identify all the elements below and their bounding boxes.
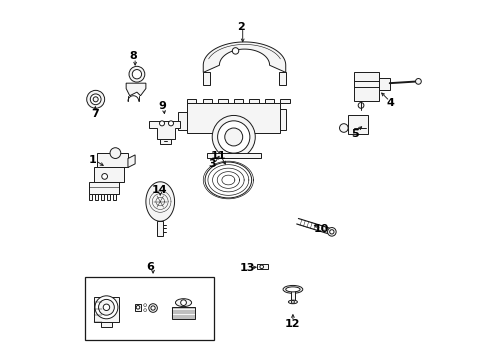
Polygon shape — [94, 297, 119, 321]
Bar — [249, 99, 258, 103]
Ellipse shape — [285, 287, 300, 292]
Polygon shape — [160, 139, 171, 144]
Circle shape — [180, 300, 186, 306]
Polygon shape — [378, 78, 389, 90]
Circle shape — [329, 230, 333, 234]
Bar — [88, 194, 92, 200]
Text: 2: 2 — [237, 22, 244, 32]
Bar — [264, 99, 274, 103]
Polygon shape — [172, 307, 195, 319]
Polygon shape — [88, 182, 119, 194]
Polygon shape — [149, 121, 180, 139]
Text: 7: 7 — [91, 109, 99, 119]
Text: 9: 9 — [159, 102, 166, 112]
Circle shape — [99, 300, 114, 315]
Circle shape — [357, 103, 363, 108]
Polygon shape — [353, 72, 378, 101]
Circle shape — [132, 69, 142, 79]
Bar — [113, 194, 116, 200]
Polygon shape — [206, 153, 260, 158]
Polygon shape — [128, 155, 135, 167]
Circle shape — [168, 121, 173, 126]
Bar — [187, 99, 196, 103]
Circle shape — [86, 90, 104, 108]
Bar — [257, 264, 267, 269]
Polygon shape — [157, 221, 163, 235]
Polygon shape — [94, 167, 124, 182]
Circle shape — [224, 128, 242, 146]
Bar — [94, 194, 98, 200]
Circle shape — [339, 124, 347, 132]
Polygon shape — [101, 321, 112, 327]
Polygon shape — [203, 72, 210, 85]
Text: 4: 4 — [386, 98, 394, 108]
Circle shape — [136, 306, 140, 309]
Circle shape — [217, 121, 249, 153]
Bar — [202, 99, 212, 103]
Circle shape — [102, 174, 107, 179]
Circle shape — [95, 296, 118, 319]
Text: 6: 6 — [146, 262, 154, 272]
Circle shape — [110, 148, 121, 158]
Circle shape — [260, 265, 263, 269]
Polygon shape — [280, 109, 285, 130]
Bar — [233, 99, 243, 103]
Circle shape — [327, 228, 335, 236]
Ellipse shape — [288, 300, 297, 304]
Circle shape — [232, 48, 238, 54]
Circle shape — [291, 301, 294, 303]
Text: 1: 1 — [88, 154, 96, 165]
Polygon shape — [348, 116, 367, 134]
Circle shape — [415, 78, 421, 84]
Ellipse shape — [283, 285, 302, 293]
Polygon shape — [145, 182, 174, 221]
Circle shape — [90, 94, 101, 105]
Bar — [101, 194, 104, 200]
Circle shape — [151, 306, 155, 310]
Polygon shape — [290, 289, 294, 302]
Bar — [106, 194, 110, 200]
Circle shape — [129, 66, 144, 82]
Polygon shape — [187, 103, 280, 134]
Circle shape — [212, 116, 255, 158]
Text: 5: 5 — [350, 129, 358, 139]
Polygon shape — [203, 42, 285, 72]
Polygon shape — [126, 83, 145, 96]
Polygon shape — [97, 153, 128, 167]
Bar — [280, 99, 289, 103]
Text: 8: 8 — [129, 51, 137, 61]
Circle shape — [143, 309, 146, 312]
Ellipse shape — [175, 299, 191, 307]
Circle shape — [148, 304, 157, 312]
Text: 3: 3 — [208, 159, 216, 169]
Bar — [135, 304, 141, 311]
Circle shape — [159, 121, 164, 126]
Bar — [85, 277, 214, 339]
Text: 13: 13 — [239, 263, 255, 273]
Circle shape — [93, 97, 98, 102]
Text: 11: 11 — [210, 150, 226, 161]
Bar — [218, 99, 227, 103]
Polygon shape — [178, 112, 187, 130]
Text: 10: 10 — [312, 225, 328, 234]
Circle shape — [143, 304, 146, 307]
Text: 14: 14 — [151, 185, 166, 195]
Circle shape — [103, 304, 109, 311]
Text: 12: 12 — [285, 319, 300, 329]
Polygon shape — [278, 72, 285, 85]
